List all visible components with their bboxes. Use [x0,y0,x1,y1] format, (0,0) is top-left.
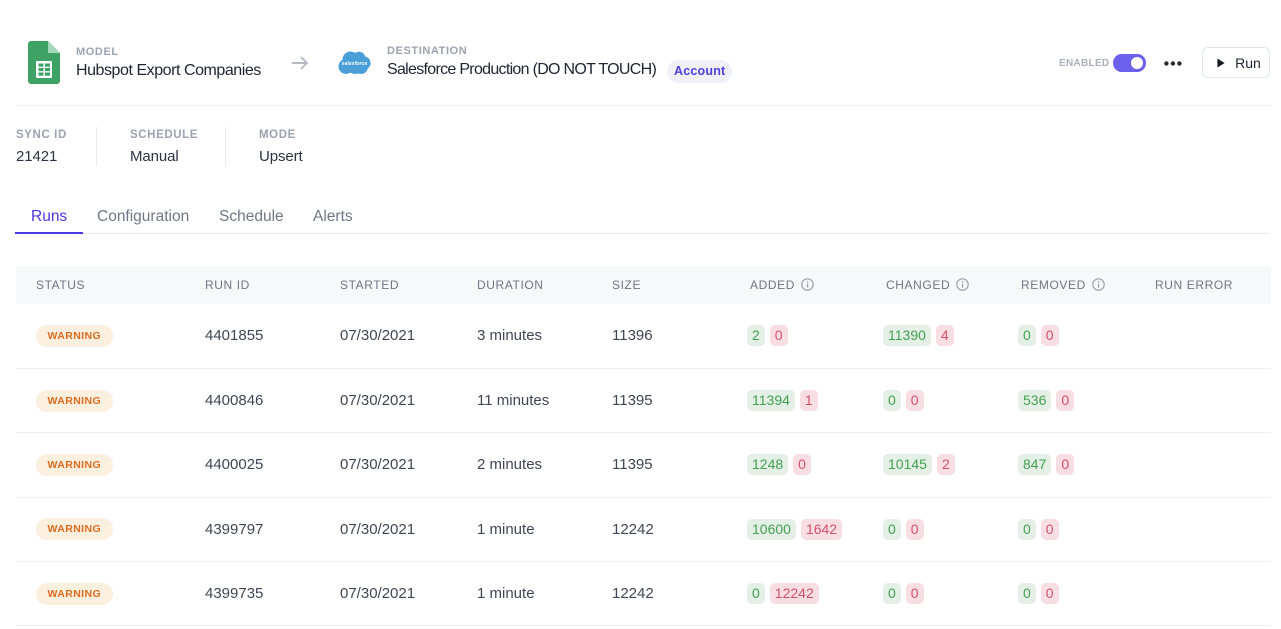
svg-text:salesforce: salesforce [342,61,368,67]
